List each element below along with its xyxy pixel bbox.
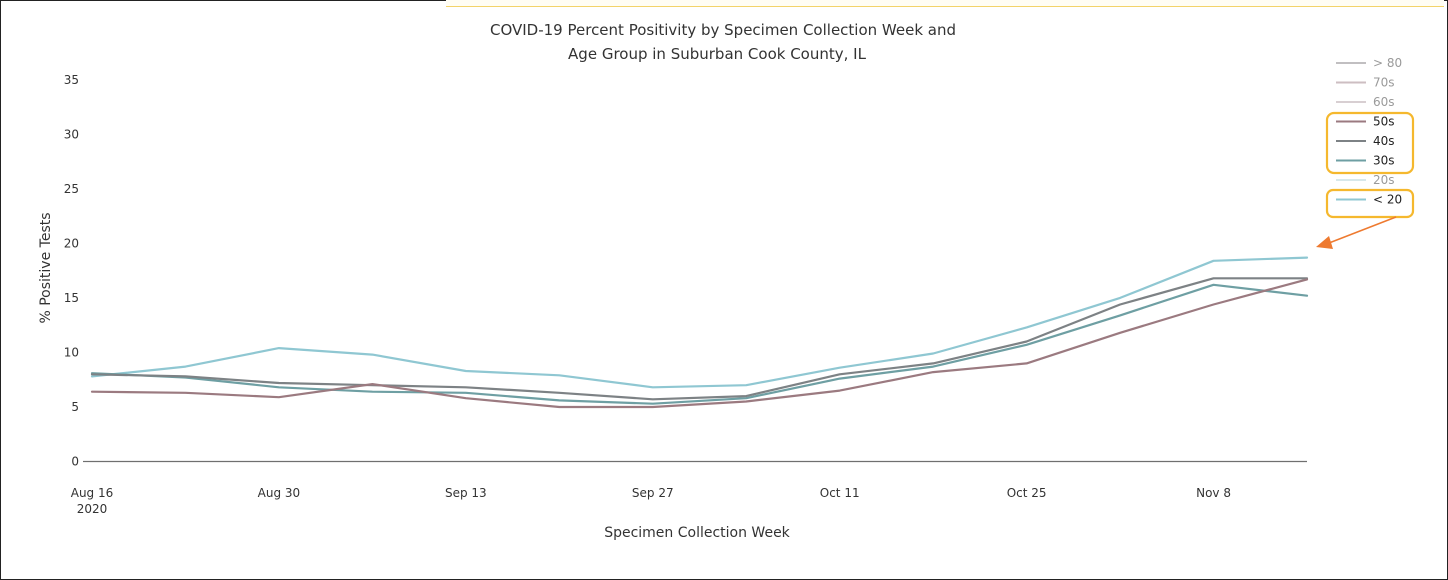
legend-item[interactable]: 40s	[1336, 134, 1395, 148]
x-tick-label: Nov 8	[1196, 486, 1231, 500]
x-tick-label: Sep 13	[445, 486, 487, 500]
legend-label: 30s	[1373, 154, 1395, 168]
y-tick-label: 20	[64, 236, 79, 250]
x-tick-label: Sep 27	[632, 486, 674, 500]
x-axis-label: Specimen Collection Week	[604, 525, 790, 541]
legend[interactable]: > 80 70s 60s 50s 40s 30s 20s < 20	[1336, 56, 1402, 207]
series-line-30s	[90, 283, 1309, 405]
x-tick-label: Oct 11	[820, 486, 860, 500]
highlight-strip	[446, 0, 1444, 7]
legend-label: 40s	[1373, 134, 1395, 148]
legend-label: 60s	[1373, 95, 1395, 109]
y-tick-label: 25	[64, 182, 79, 196]
x-tick-label: Oct 25	[1007, 486, 1047, 500]
series-lines	[90, 256, 1309, 409]
legend-item[interactable]: 50s	[1336, 115, 1395, 129]
legend-item[interactable]: > 80	[1336, 56, 1402, 70]
legend-label: 20s	[1373, 173, 1395, 187]
legend-item[interactable]: 20s	[1336, 173, 1395, 187]
legend-item[interactable]: 70s	[1336, 76, 1395, 90]
callout-arrow-line	[1328, 216, 1397, 244]
x-tick-label: Aug 16	[71, 486, 114, 500]
y-tick-label: 10	[64, 345, 79, 359]
y-axis-label: % Positive Tests	[38, 212, 54, 323]
legend-item[interactable]: 30s	[1336, 154, 1395, 168]
legend-label: 50s	[1373, 115, 1395, 129]
series-line-50s	[90, 278, 1309, 409]
callout-arrow-head	[1316, 236, 1333, 249]
highlight-box-under-20	[1325, 188, 1415, 219]
legend-label: < 20	[1373, 193, 1402, 207]
y-tick-label: 30	[64, 127, 79, 141]
legend-label: 70s	[1373, 76, 1395, 90]
legend-item[interactable]: 60s	[1336, 95, 1395, 109]
y-tick-label: 5	[71, 400, 79, 414]
legend-label: > 80	[1373, 56, 1402, 70]
y-tick-label: 0	[71, 455, 79, 469]
chart-title-line-2: Age Group in Suburban Cook County, IL	[568, 45, 867, 63]
highlight-box-50s-30s	[1325, 111, 1415, 175]
x-axis-ticks: Aug 16 2020 Aug 30 Sep 13 Sep 27 Oct 11 Oct 25…	[71, 486, 1231, 516]
x-tick-label: Aug 30	[258, 486, 301, 500]
y-tick-label: 35	[64, 73, 79, 87]
series-line-40s	[90, 277, 1309, 401]
x-tick-label-year: 2020	[77, 502, 108, 516]
annotations	[1316, 111, 1415, 249]
chart-title-line-1: COVID-19 Percent Positivity by Specimen …	[490, 21, 956, 39]
y-axis-ticks: 0 5 10 15 20 25 30 35	[64, 73, 90, 469]
series-line-20	[90, 256, 1309, 389]
y-tick-label: 15	[64, 291, 79, 305]
chart-title: COVID-19 Percent Positivity by Specimen …	[490, 21, 956, 63]
legend-item[interactable]: < 20	[1336, 193, 1402, 207]
